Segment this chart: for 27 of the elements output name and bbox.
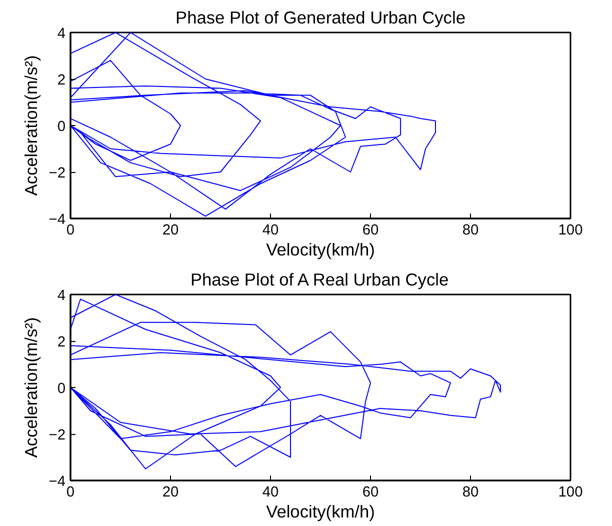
y-tick-label: 4 bbox=[57, 26, 66, 42]
y-tick-label: 4 bbox=[57, 288, 66, 304]
x-tick-label: 80 bbox=[462, 222, 479, 238]
y-tick-label: 0 bbox=[57, 119, 66, 135]
x-tick-label: 100 bbox=[558, 484, 583, 500]
x-tick-label: 60 bbox=[362, 484, 379, 500]
y-axis-title: Acceleration(m/s²) bbox=[20, 317, 41, 458]
x-axis-title: Velocity(km/h) bbox=[266, 240, 375, 260]
x-tick-label: 20 bbox=[162, 484, 179, 500]
y-tick-label: −2 bbox=[48, 166, 66, 182]
y-tick-label: −2 bbox=[48, 428, 66, 444]
y-tick-label: 0 bbox=[57, 381, 66, 397]
y-tick-label: −4 bbox=[48, 212, 66, 228]
x-tick-label: 40 bbox=[262, 222, 279, 238]
y-axis-title: Acceleration(m/s²) bbox=[20, 55, 41, 196]
x-tick-label: 60 bbox=[362, 222, 379, 238]
x-tick-label: 100 bbox=[558, 222, 583, 238]
y-tick-label: 2 bbox=[57, 72, 66, 88]
x-tick-label: 80 bbox=[462, 484, 479, 500]
x-tick-label: 20 bbox=[162, 222, 179, 238]
chart-title: Phase Plot of A Real Urban Cycle bbox=[190, 270, 449, 290]
y-tick-label: −4 bbox=[48, 474, 66, 490]
x-tick-label: 40 bbox=[262, 484, 279, 500]
y-tick-label: 2 bbox=[57, 334, 66, 350]
chart-title: Phase Plot of Generated Urban Cycle bbox=[176, 8, 466, 28]
x-axis-title: Velocity(km/h) bbox=[266, 502, 375, 522]
line-series bbox=[70, 294, 501, 470]
